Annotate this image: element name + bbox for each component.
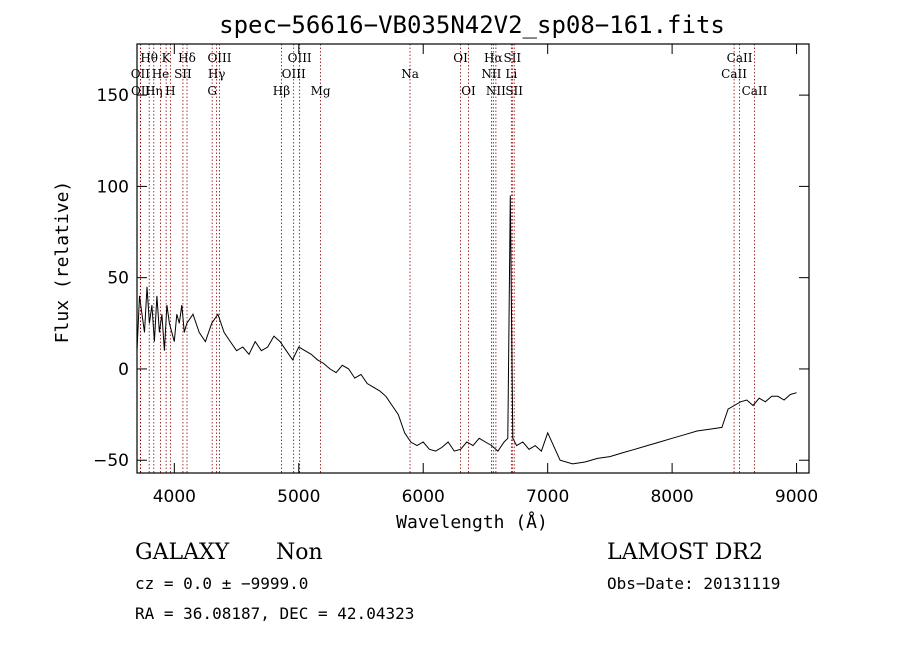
y-axis-label: Flux (relative) [52,181,73,344]
line-marker-label: He [152,67,170,81]
line-marker-label: OI [461,84,476,98]
plot-frame [136,43,810,474]
line-marker-label: OIII [282,67,306,81]
line-marker-label: CaII [727,51,753,65]
line-marker-label: Hβ [273,84,290,98]
line-marker-label: CaII [721,67,747,81]
x-tick-label: 6000 [402,487,445,507]
y-tick-label: −50 [93,451,129,471]
axis-tick-labels: 4000 5000 6000 7000 8000 9000 −50 0 50 100 150 [93,86,818,507]
redshift-cz: cz = 0.0 ± −9999.0 [135,574,308,593]
line-marker-label: Hθ [140,51,158,65]
line-marker-label: K [162,51,172,65]
line-marker-label: Hη [145,84,163,98]
line-marker-label: Li [505,67,517,81]
x-tick-label: 9000 [775,487,818,507]
line-marker-label: CaII [742,84,768,98]
x-tick-label: 8000 [650,487,693,507]
y-tick-label: 0 [118,360,129,380]
line-marker-label: Hγ [208,67,226,81]
line-marker-label: Hα [484,51,503,65]
obs-date: Obs−Date: 20131119 [607,574,780,593]
chart-title: spec−56616−VB035N42V2_sp08−161.fits [219,11,725,39]
line-marker-label: Hδ [178,51,196,65]
coordinates: RA = 36.08187, DEC = 42.04323 [135,604,414,623]
line-marker-label: OII [131,84,151,98]
line-markers [139,44,755,473]
line-marker-label: OIII [207,51,231,65]
spectrum-line [136,195,797,465]
line-marker-label: SII [174,67,192,81]
subclass: Non [276,540,323,565]
line-marker-label: G [207,84,217,98]
x-axis-label: Wavelength (Å) [396,511,548,533]
line-marker-label: NII [481,67,501,81]
line-marker-label: NII [486,84,506,98]
y-tick-label: 100 [97,177,129,197]
line-marker-label: OI [453,51,468,65]
line-marker-label: SII [505,84,523,98]
line-marker-label: OIII [288,51,312,65]
survey-name: LAMOST DR2 [607,540,763,565]
classification: GALAXY [135,540,230,565]
line-marker-label: H [165,84,175,98]
line-marker-label: SII [503,51,521,65]
y-tick-label: 150 [97,86,129,106]
y-tick-label: 50 [107,269,129,289]
x-tick-label: 4000 [153,487,196,507]
line-marker-label: OII [131,67,151,81]
axis-ticks [137,44,809,473]
line-marker-label: Mg [311,84,331,98]
x-tick-label: 7000 [526,487,569,507]
line-marker-label: Na [401,67,419,81]
x-tick-label: 5000 [277,487,320,507]
